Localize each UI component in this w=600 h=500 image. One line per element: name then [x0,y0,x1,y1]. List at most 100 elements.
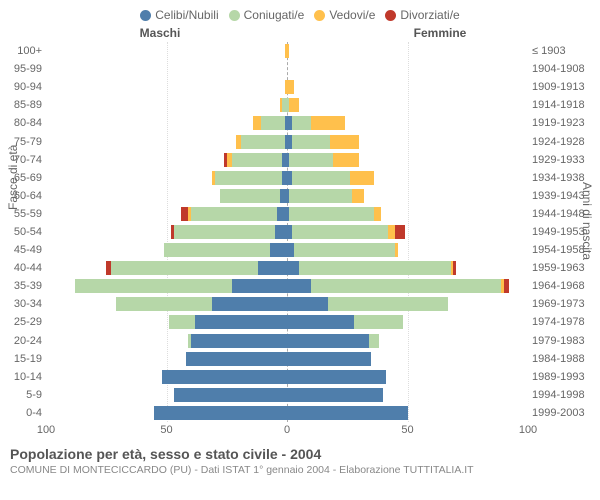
bar-segment-ved [287,44,289,58]
age-row: 65-691934-1938 [46,169,528,187]
bar-segment-cel [287,297,328,311]
male-bar [46,207,287,221]
birth-year-label: 1904-1908 [528,63,600,75]
bar-wrapper [46,279,528,293]
male-bar [46,98,287,112]
bar-segment-cel [186,352,287,366]
age-label: 95-99 [0,63,46,75]
female-bar [287,116,528,130]
age-label: 85-89 [0,99,46,111]
age-label: 65-69 [0,172,46,184]
legend-label: Divorziati/e [400,8,459,22]
age-label: 75-79 [0,136,46,148]
birth-year-label: 1984-1988 [528,353,600,365]
bar-segment-ved [289,98,299,112]
age-row: 40-441959-1963 [46,259,528,277]
legend-item: Vedovi/e [314,8,375,22]
female-bar [287,98,528,112]
bar-wrapper [46,243,528,257]
bar-segment-cel [287,406,408,420]
bar-wrapper [46,352,528,366]
age-row: 70-741929-1933 [46,151,528,169]
female-bar [287,207,528,221]
legend-swatch [140,10,151,21]
chart-title: Popolazione per età, sesso e stato civil… [10,446,590,462]
age-row: 55-591944-1948 [46,205,528,223]
legend-swatch [385,10,396,21]
age-label: 60-64 [0,190,46,202]
bar-segment-con [241,135,284,149]
male-bar [46,44,287,58]
bar-segment-con [261,116,285,130]
birth-year-label: 1944-1948 [528,208,600,220]
female-bar [287,370,528,384]
birth-year-label: 1964-1968 [528,280,600,292]
bar-segment-ved [395,243,397,257]
female-bar [287,243,528,257]
female-bar [287,135,528,149]
bar-segment-cel [154,406,287,420]
age-label: 45-49 [0,244,46,256]
bar-wrapper [46,370,528,384]
bar-wrapper [46,62,528,76]
age-label: 35-39 [0,280,46,292]
male-bar [46,225,287,239]
birth-year-label: 1994-1998 [528,389,600,401]
male-bar [46,80,287,94]
bar-segment-ved [333,153,360,167]
bar-segment-cel [287,261,299,275]
age-label: 40-44 [0,262,46,274]
male-bar [46,153,287,167]
female-bar [287,80,528,94]
female-bar [287,388,528,402]
birth-year-label: 1919-1923 [528,117,600,129]
bar-segment-con [289,189,352,203]
age-row: 90-941909-1913 [46,78,528,96]
bar-wrapper [46,98,528,112]
bar-segment-div [504,279,509,293]
bar-segment-cel [277,207,287,221]
legend: Celibi/NubiliConiugati/eVedovi/eDivorzia… [0,0,600,26]
age-row: 35-391964-1968 [46,277,528,295]
birth-year-label: 1954-1958 [528,244,600,256]
age-row: 5-91994-1998 [46,386,528,404]
bar-segment-cel [258,261,287,275]
bar-segment-ved [374,207,381,221]
bar-wrapper [46,116,528,130]
bar-segment-con [116,297,212,311]
age-label: 100+ [0,45,46,57]
male-bar [46,315,287,329]
female-header: Femmine [300,26,600,40]
bar-segment-con [169,315,196,329]
bar-segment-ved [287,80,294,94]
bar-segment-ved [311,116,345,130]
female-bar [287,334,528,348]
age-row: 45-491954-1958 [46,241,528,259]
bar-segment-con [292,225,388,239]
bar-segment-cel [212,297,287,311]
birth-year-label: 1939-1943 [528,190,600,202]
legend-item: Coniugati/e [229,8,305,22]
age-label: 25-29 [0,316,46,328]
x-tick: 50 [401,424,413,436]
female-bar [287,279,528,293]
male-bar [46,279,287,293]
bar-segment-cel [232,279,287,293]
bar-wrapper [46,80,528,94]
gender-headers: Maschi Femmine [0,26,600,40]
age-label: 55-59 [0,208,46,220]
birth-year-label: 1989-1993 [528,371,600,383]
bar-segment-cel [287,243,294,257]
bar-wrapper [46,225,528,239]
male-bar [46,116,287,130]
bar-segment-con [111,261,258,275]
birth-year-label: 1909-1913 [528,81,600,93]
male-bar [46,352,287,366]
bar-segment-ved [350,171,374,185]
bar-segment-cel [287,370,386,384]
age-row: 20-241979-1983 [46,332,528,350]
bar-wrapper [46,406,528,420]
chart-footer: Popolazione per età, sesso e stato civil… [10,446,590,476]
bar-segment-con [292,116,311,130]
bar-segment-con [191,207,278,221]
